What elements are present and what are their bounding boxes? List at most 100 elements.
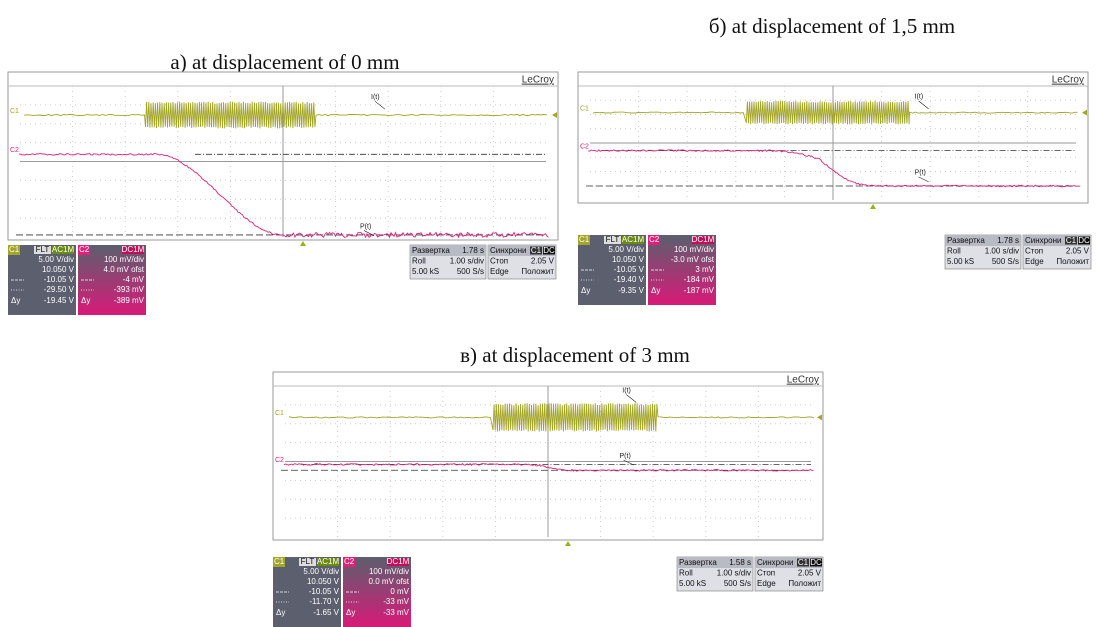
trace-label: P(t) [915, 170, 926, 177]
trigger-label: Синхрони [757, 558, 793, 567]
caption: а) at displacement of 0 mm [170, 50, 399, 74]
trigger-value: Положит [521, 267, 554, 276]
trigger-value: 2.05 V [1066, 247, 1090, 256]
channel-label: C2 [275, 457, 284, 464]
timebase-value: 500 S/s [724, 579, 751, 588]
timebase-value: 1.78 s [462, 246, 484, 255]
cursor-2: -184 mV [684, 275, 715, 284]
timebase-key: 5.00 kS [947, 257, 974, 266]
badge-text: DC1M [692, 235, 715, 244]
timebase-key: Roll [679, 569, 693, 578]
timebase-key: 5.00 kS [412, 267, 439, 276]
timebase-value: 1.00 s/div [985, 247, 1019, 256]
channel-name: C1 [274, 557, 285, 566]
badge-text: C1 [1066, 236, 1077, 245]
channel-label: C2 [10, 147, 19, 154]
brand: LeCroy [787, 375, 819, 386]
brand: LeCroy [522, 75, 554, 86]
caption: б) at displacement of 1,5 mm [709, 14, 955, 38]
badge-text: AC1M [622, 235, 645, 244]
timebase-value: 1.58 s [729, 558, 751, 567]
trigger-value: 2.05 V [798, 569, 822, 578]
offset: 10.050 V [612, 255, 645, 264]
trace-label: I(t) [371, 94, 380, 101]
channel-name: C1 [9, 245, 20, 254]
offset: 10.050 V [307, 577, 340, 586]
badge-text: FLT [606, 235, 620, 244]
delta-label: Δy [346, 608, 355, 617]
scale: 5.00 V/div [38, 255, 74, 264]
timebase-value: 1.00 s/div [717, 569, 751, 578]
trigger-label: Синхрони [1025, 236, 1061, 245]
cursor-2: -11.70 V [309, 597, 339, 606]
trigger-label: Синхрони [490, 246, 526, 255]
trace-label: P(t) [620, 453, 631, 460]
brand: LeCroy [1052, 75, 1084, 86]
scale: 5.00 V/div [608, 245, 644, 254]
cursor-1: -10.05 V [44, 275, 75, 284]
delta-label: Δy [581, 286, 590, 295]
timebase-value: 1.00 s/div [450, 257, 484, 266]
offset: 0.0 mV ofst [369, 577, 410, 586]
channel-name: C1 [579, 235, 590, 244]
delta: -1.65 V [313, 608, 339, 617]
trigger-value: Положит [1056, 257, 1089, 266]
timebase-key: Развертка [412, 246, 450, 255]
timebase-value: 1.78 s [997, 236, 1019, 245]
channel-label: C1 [10, 108, 19, 115]
channel-label: C1 [580, 105, 589, 112]
cursor-2: -393 mV [114, 285, 145, 294]
cursor-1: 3 mV [695, 265, 714, 274]
offset: 10.050 V [42, 265, 75, 274]
trigger-key: Стоп [757, 569, 775, 578]
badge-text: DC1M [387, 557, 410, 566]
badge-text: AC1M [317, 557, 340, 566]
channel-name: C2 [344, 557, 355, 566]
cursor-1: -4 mV [123, 275, 145, 284]
timebase-value: 500 S/s [457, 267, 484, 276]
marker [870, 204, 876, 209]
offset: -3.0 mV ofst [671, 255, 715, 264]
badge-text: FLT [36, 245, 50, 254]
trigger-key: Стоп [1025, 247, 1043, 256]
channel-name: C2 [79, 245, 90, 254]
delta: -19.45 V [44, 296, 75, 305]
trigger-value: 2.05 V [531, 257, 555, 266]
delta-label: Δy [81, 296, 90, 305]
delta-label: Δy [11, 296, 20, 305]
badge-text: DC [543, 246, 555, 255]
timebase-key: Развертка [679, 558, 717, 567]
offset: 4.0 mV ofst [104, 265, 145, 274]
timebase-value: 500 S/s [992, 257, 1019, 266]
trace-label: I(t) [622, 387, 631, 394]
trace-label: P(t) [360, 223, 371, 230]
timebase-key: Roll [947, 247, 961, 256]
badge-text: DC [810, 558, 822, 567]
scale: 5.00 V/div [303, 567, 339, 576]
marker [565, 541, 571, 546]
timebase-key: 5.00 kS [679, 579, 706, 588]
timebase-key: Развертка [947, 236, 985, 245]
delta: -33 mV [383, 608, 409, 617]
figure: а) at displacement of 0 mm LeCroy C1 C2 I(t)… [0, 0, 1096, 627]
timebase-key: Roll [412, 257, 426, 266]
trigger-key: Стоп [490, 257, 508, 266]
delta: -187 mV [684, 286, 715, 295]
scale: 100 mV/div [674, 245, 714, 254]
delta-label: Δy [276, 608, 285, 617]
scale: 100 mV/div [104, 255, 144, 264]
badge-text: C1 [798, 558, 809, 567]
delta: -389 mV [114, 296, 145, 305]
channel-name: C2 [649, 235, 660, 244]
trace-label: I(t) [915, 94, 924, 101]
channel-label: C2 [580, 143, 589, 150]
marker [300, 241, 306, 246]
cursor-1: 0 mV [390, 587, 409, 596]
cursor-1: -10.05 V [309, 587, 340, 596]
channel-label: C1 [275, 410, 284, 417]
trigger-key: Edge [1025, 257, 1044, 266]
delta-label: Δy [651, 286, 660, 295]
badge-text: DC1M [122, 245, 145, 254]
scale: 100 mV/div [369, 567, 409, 576]
badge-text: AC1M [52, 245, 75, 254]
